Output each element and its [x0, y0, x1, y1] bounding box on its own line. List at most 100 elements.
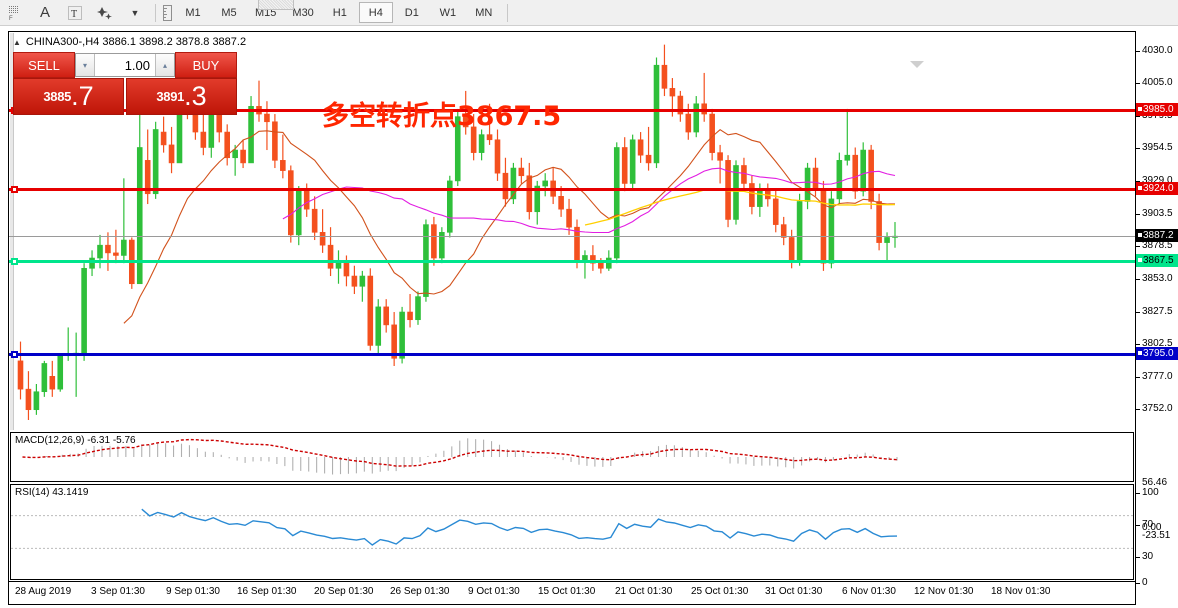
hline-handle-icon[interactable]	[11, 351, 18, 359]
chevron-down-icon[interactable]: ▼	[130, 7, 140, 18]
macd-tick-label: 0.00	[1142, 522, 1162, 533]
candle	[542, 173, 549, 197]
timeframe-h1-button[interactable]: H1	[332, 6, 347, 19]
price-tick-mark	[1136, 148, 1140, 150]
candle	[311, 196, 318, 241]
candle	[335, 250, 342, 284]
price-tick-label: 3903.5	[1142, 207, 1173, 219]
trade-panel-top-row: SELL ▾ 1.00 ▴ BUY	[13, 52, 237, 78]
timeframe-w1-button[interactable]: W1	[439, 6, 457, 19]
objects-icon[interactable]	[90, 1, 120, 25]
candle	[566, 198, 572, 235]
candle	[160, 116, 167, 153]
toolbar-divider-2	[506, 3, 508, 22]
candle	[677, 90, 684, 122]
candle	[550, 168, 556, 205]
price-tick-mark	[1136, 278, 1140, 280]
candle	[749, 175, 755, 215]
toolbar: F A T ▼ M	[0, 0, 1178, 26]
candle	[97, 234, 103, 269]
hline-resistance-3924[interactable]	[9, 185, 1135, 193]
candle	[407, 294, 413, 328]
candle	[701, 72, 708, 122]
resistance-3985-badge[interactable]: 3985.0	[1136, 103, 1178, 117]
badge-handle-icon	[1138, 351, 1142, 356]
support-3795-badge[interactable]: 3795.0	[1136, 347, 1178, 361]
candle	[280, 134, 286, 179]
candle	[772, 188, 779, 233]
chart-left-edge	[10, 33, 14, 430]
crosshair-icon[interactable]: F	[0, 1, 30, 25]
hline-handle-icon[interactable]	[11, 258, 18, 266]
volume-increase-icon[interactable]: ▴	[155, 54, 174, 76]
macd-plot	[22, 438, 898, 475]
volume-decrease-icon[interactable]: ▾	[76, 54, 95, 76]
collapse-arrow-icon[interactable]: ▲	[13, 37, 21, 47]
buy-price-integer: 3891	[156, 89, 185, 104]
sell-price-decimal: .7	[71, 81, 94, 111]
sell-button[interactable]: SELL	[13, 52, 75, 78]
rsi-plot	[11, 508, 1133, 549]
candle	[462, 90, 469, 135]
candle	[820, 180, 827, 271]
candle	[136, 106, 143, 285]
time-tick-label: 20 Sep 01:30	[314, 586, 374, 597]
time-tick-label: 15 Oct 01:30	[538, 586, 596, 597]
sell-price-box[interactable]: 3885 .7	[13, 78, 124, 115]
resistance-3924-badge[interactable]: 3924.0	[1136, 181, 1178, 195]
time-axis: 28 Aug 2019 3 Sep 01:30 9 Sep 01:30 16 Sep …	[9, 581, 1135, 604]
hline-pivot-3867[interactable]	[9, 258, 1135, 266]
one-click-trading-panel[interactable]: SELL ▾ 1.00 ▴ BUY 3885 .7 3891 .3	[13, 52, 237, 115]
volume-stepper[interactable]: ▾ 1.00 ▴	[75, 53, 175, 77]
last-price-badge[interactable]: 3887.2	[1136, 228, 1178, 242]
pivot-3867-badge[interactable]: 3867.5	[1136, 254, 1178, 268]
candle	[613, 142, 620, 264]
hline-last-price-3887[interactable]	[9, 235, 1135, 237]
price-tick-label: 4005.0	[1142, 77, 1173, 89]
volume-input[interactable]: 1.00	[95, 54, 155, 76]
badge-label: 3887.2	[1143, 229, 1174, 241]
price-tick-mark	[1136, 83, 1140, 85]
candle	[327, 227, 334, 277]
text-box-icon[interactable]: T	[60, 1, 90, 25]
buy-button[interactable]: BUY	[175, 52, 237, 78]
rsi-panel[interactable]: RSI(14) 43.1419	[10, 484, 1134, 580]
candle	[590, 245, 596, 271]
rsi-tick-label: 0	[1142, 577, 1148, 588]
ma-magenta-line	[282, 167, 896, 234]
timeframe-m30-button[interactable]: M30	[292, 6, 314, 19]
toolbar-divider	[155, 3, 156, 22]
price-chart-panel[interactable]: 多空转折点3867.5 ▲ CHINA300-,H4 3886.1 3898.2…	[9, 32, 1135, 431]
candle	[113, 229, 119, 264]
toolbar-grip	[258, 0, 294, 10]
macd-panel[interactable]: MACD(12,26,9) -6.31 -5.76	[10, 432, 1134, 482]
svg-text:F: F	[9, 16, 13, 21]
candle	[558, 186, 564, 217]
candle	[256, 80, 262, 122]
candle	[272, 114, 278, 169]
timeframe-m5-button[interactable]: M5	[221, 6, 237, 19]
buy-price-box[interactable]: 3891 .3	[126, 78, 237, 115]
text-label-icon[interactable]: A	[39, 4, 50, 21]
timeframe-m1-button[interactable]: M1	[185, 6, 201, 19]
hline-handle-icon[interactable]	[11, 185, 18, 193]
hline-support-3795[interactable]	[9, 351, 1135, 359]
timeframe-mn-button[interactable]: MN	[475, 6, 493, 19]
candle	[796, 193, 803, 266]
time-tick-label: 9 Oct 01:30	[468, 586, 520, 597]
candle	[319, 209, 326, 253]
chart-scroll-marker-icon[interactable]	[910, 61, 924, 68]
candle	[415, 291, 421, 325]
price-tick-mark	[1136, 51, 1140, 53]
candle	[431, 216, 437, 266]
timeframe-h4-button[interactable]: H4	[358, 2, 393, 23]
price-axis[interactable]: 4030.04005.03979.53954.53929.03903.53878…	[1136, 31, 1178, 605]
time-tick-label: 26 Sep 01:30	[390, 586, 450, 597]
macd-main-line	[22, 438, 898, 467]
timeframe-d1-button[interactable]: D1	[404, 6, 419, 19]
candle	[494, 129, 501, 181]
macd-tick-label: 56.46	[1142, 477, 1168, 488]
chart-frame: 多空转折点3867.5 ▲ CHINA300-,H4 3886.1 3898.2…	[8, 31, 1136, 605]
rsi-line	[141, 508, 898, 546]
